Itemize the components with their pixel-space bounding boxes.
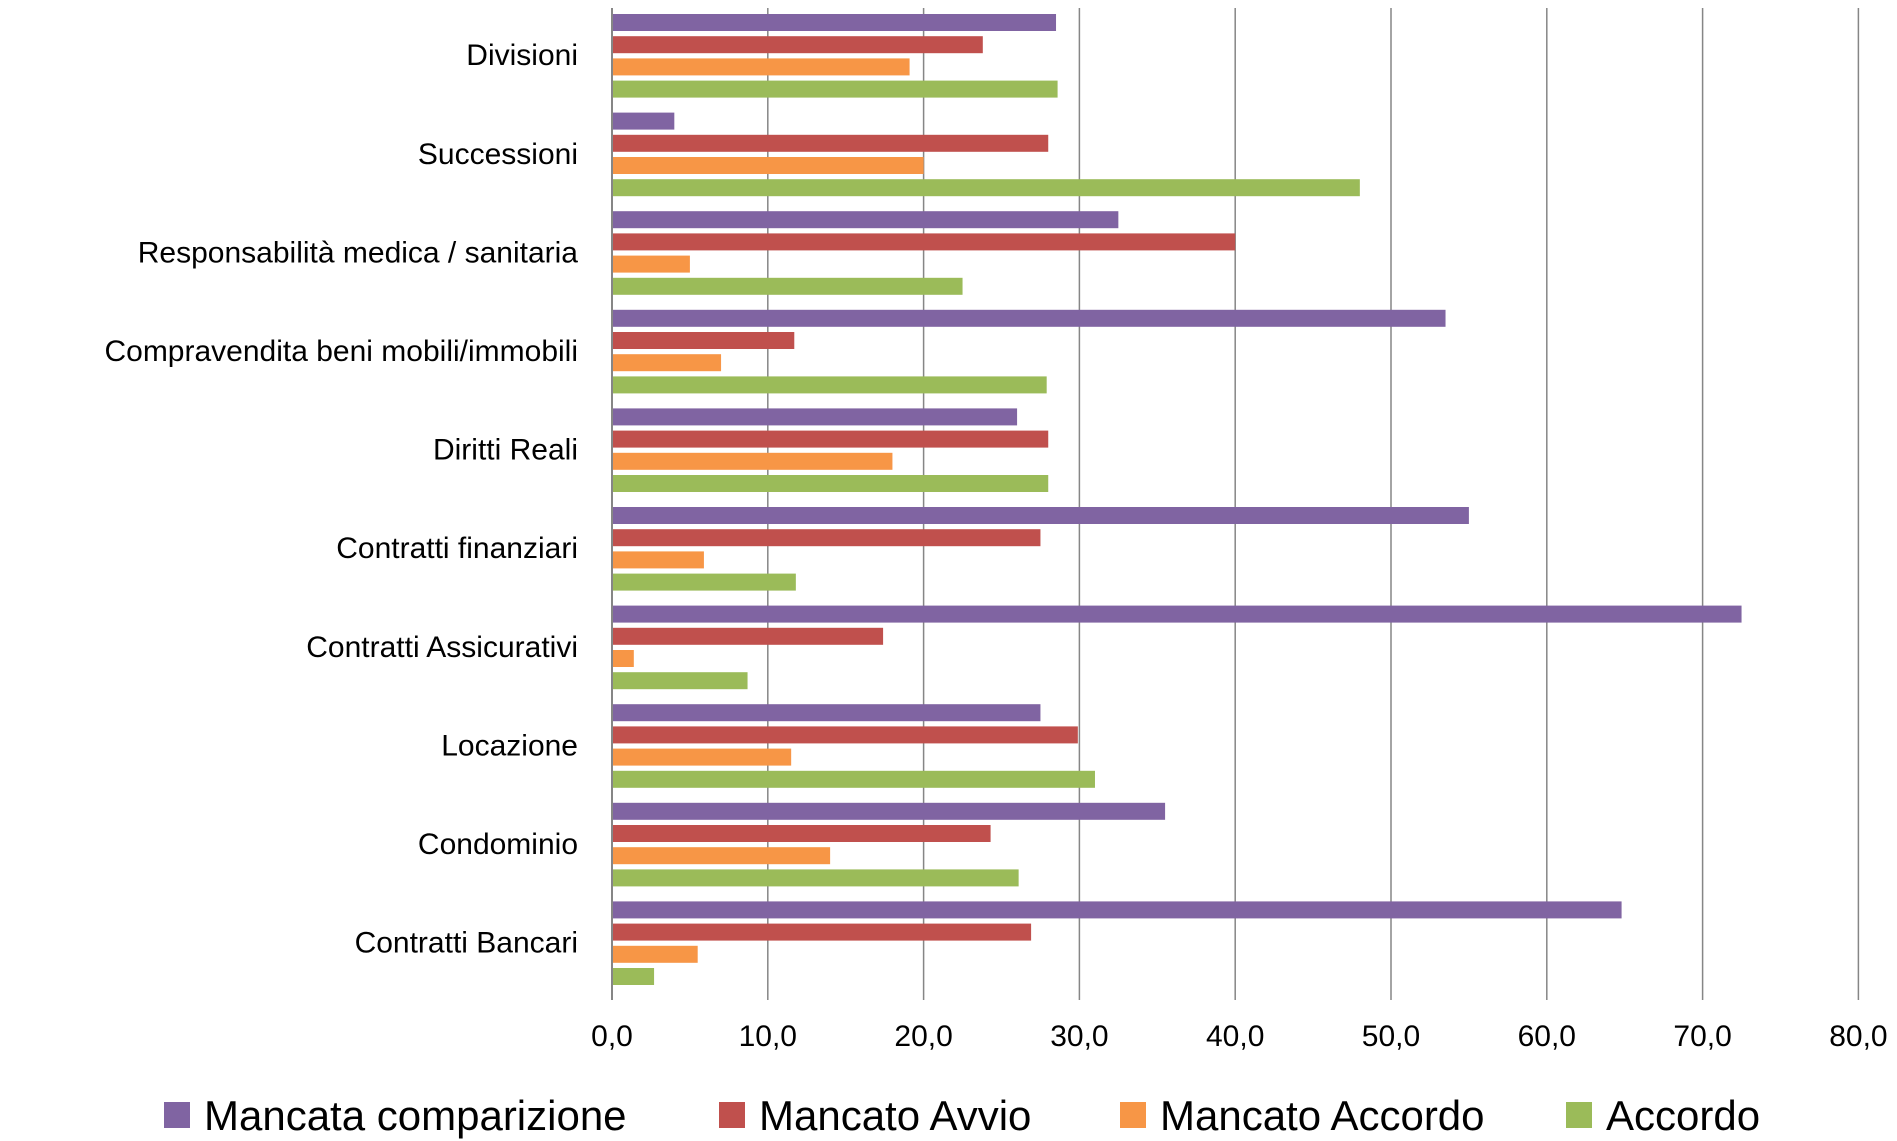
bar-successioni-mancato-avvio bbox=[613, 134, 1049, 152]
category-label-divisioni: Divisioni bbox=[466, 39, 578, 72]
bar-condominio-mancato-avvio bbox=[613, 825, 991, 842]
category-label-contratti-assicurativi: Contratti Assicurativi bbox=[306, 631, 578, 664]
bar-compravendita-beni-mobili-immobili-mancato-accordo bbox=[613, 354, 722, 372]
x-tick-labels: 0,0 10,0 20,0 30,0 40,0 50,0 60,0 70,0 80,0 bbox=[591, 1020, 1887, 1053]
x-tick-label-30: 30,0 bbox=[1050, 1020, 1108, 1053]
bar-contratti-assicurativi-mancato-avvio bbox=[613, 627, 884, 645]
x-tick-label-40: 40,0 bbox=[1206, 1020, 1264, 1053]
x-tick-label-20: 20,0 bbox=[894, 1020, 952, 1053]
legend-swatch-mancato-accordo bbox=[1120, 1102, 1146, 1128]
x-tick-label-70: 70,0 bbox=[1673, 1020, 1731, 1053]
legend-swatch-mancato-avvio bbox=[719, 1102, 745, 1128]
x-tick-label-10: 10,0 bbox=[739, 1020, 797, 1053]
bar-compravendita-beni-mobili-immobili-mancato-avvio bbox=[613, 332, 795, 349]
bar-divisioni-mancato-avvio bbox=[613, 36, 983, 54]
legend-swatch-mancata-comparizione bbox=[164, 1102, 190, 1128]
category-labels: Divisioni Successioni Responsabilità medic… bbox=[104, 39, 578, 959]
bar-locazione-accordo bbox=[613, 770, 1095, 788]
bar-diritti-reali-mancato-accordo bbox=[613, 452, 893, 470]
bar-diritti-reali-mancata-comparizione bbox=[613, 408, 1018, 426]
x-tick-label-0: 0,0 bbox=[591, 1020, 633, 1053]
bar-contratti-assicurativi-mancata-comparizione bbox=[613, 605, 1742, 623]
x-tick-label-50: 50,0 bbox=[1362, 1020, 1420, 1053]
legend-label-mancato-avvio: Mancato Avvio bbox=[759, 1092, 1031, 1139]
bar-compravendita-beni-mobili-immobili-accordo bbox=[613, 376, 1047, 394]
legend-label-mancata-comparizione: Mancata comparizione bbox=[204, 1092, 627, 1139]
category-label-compravendita-beni-mobili-immobili: Compravendita beni mobili/immobili bbox=[104, 335, 578, 368]
category-label-responsabilita-medica-sanitaria: Responsabilità medica / sanitaria bbox=[138, 236, 579, 269]
category-label-contratti-bancari: Contratti Bancari bbox=[355, 927, 578, 960]
bar-contratti-assicurativi-mancato-accordo bbox=[613, 650, 634, 667]
gridlines bbox=[767, 8, 1860, 1000]
category-label-successioni: Successioni bbox=[418, 138, 578, 171]
bar-responsabilita-medica-sanitaria-accordo bbox=[613, 277, 963, 295]
bars bbox=[613, 14, 1742, 985]
legend: Mancata comparizione Mancato Avvio Mancato… bbox=[164, 1092, 1760, 1139]
category-label-condominio: Condominio bbox=[418, 828, 578, 861]
bar-locazione-mancato-accordo bbox=[613, 748, 792, 766]
legend-label-mancato-accordo: Mancato Accordo bbox=[1160, 1092, 1485, 1139]
bar-contratti-finanziari-mancato-avvio bbox=[613, 529, 1041, 547]
bar-responsabilita-medica-sanitaria-mancata-comparizione bbox=[613, 211, 1119, 229]
bar-divisioni-mancata-comparizione bbox=[613, 14, 1057, 31]
bar-condominio-accordo bbox=[613, 869, 1019, 887]
x-tick-label-80: 80,0 bbox=[1829, 1020, 1887, 1053]
bar-successioni-mancata-comparizione bbox=[613, 112, 675, 130]
legend-label-accordo: Accordo bbox=[1606, 1092, 1760, 1139]
bar-diritti-reali-mancato-avvio bbox=[613, 430, 1049, 448]
bar-contratti-assicurativi-accordo bbox=[613, 672, 748, 690]
bar-contratti-bancari-mancato-avvio bbox=[613, 923, 1032, 941]
bar-contratti-bancari-mancata-comparizione bbox=[613, 901, 1622, 919]
bar-contratti-bancari-mancato-accordo bbox=[613, 945, 698, 963]
bar-contratti-bancari-accordo bbox=[613, 968, 655, 985]
x-tick-label-60: 60,0 bbox=[1518, 1020, 1576, 1053]
bar-successioni-mancato-accordo bbox=[613, 157, 924, 174]
bar-compravendita-beni-mobili-immobili-mancata-comparizione bbox=[613, 309, 1446, 327]
category-label-locazione: Locazione bbox=[441, 729, 578, 762]
bar-contratti-finanziari-mancata-comparizione bbox=[613, 507, 1469, 524]
bar-divisioni-accordo bbox=[613, 80, 1058, 98]
bar-successioni-accordo bbox=[613, 179, 1360, 197]
bar-responsabilita-medica-sanitaria-mancato-avvio bbox=[613, 233, 1236, 251]
bar-contratti-finanziari-accordo bbox=[613, 573, 796, 591]
bar-condominio-mancata-comparizione bbox=[613, 802, 1166, 820]
bar-contratti-finanziari-mancato-accordo bbox=[613, 551, 704, 569]
bar-condominio-mancato-accordo bbox=[613, 847, 831, 865]
category-label-diritti-reali: Diritti Reali bbox=[433, 434, 578, 467]
bar-divisioni-mancato-accordo bbox=[613, 58, 910, 76]
bar-locazione-mancato-avvio bbox=[613, 726, 1078, 744]
bar-locazione-mancata-comparizione bbox=[613, 704, 1041, 722]
category-label-contratti-finanziari: Contratti finanziari bbox=[336, 532, 578, 565]
bar-responsabilita-medica-sanitaria-mancato-accordo bbox=[613, 255, 690, 273]
bar-diritti-reali-accordo bbox=[613, 475, 1049, 492]
legend-swatch-accordo bbox=[1566, 1102, 1592, 1128]
